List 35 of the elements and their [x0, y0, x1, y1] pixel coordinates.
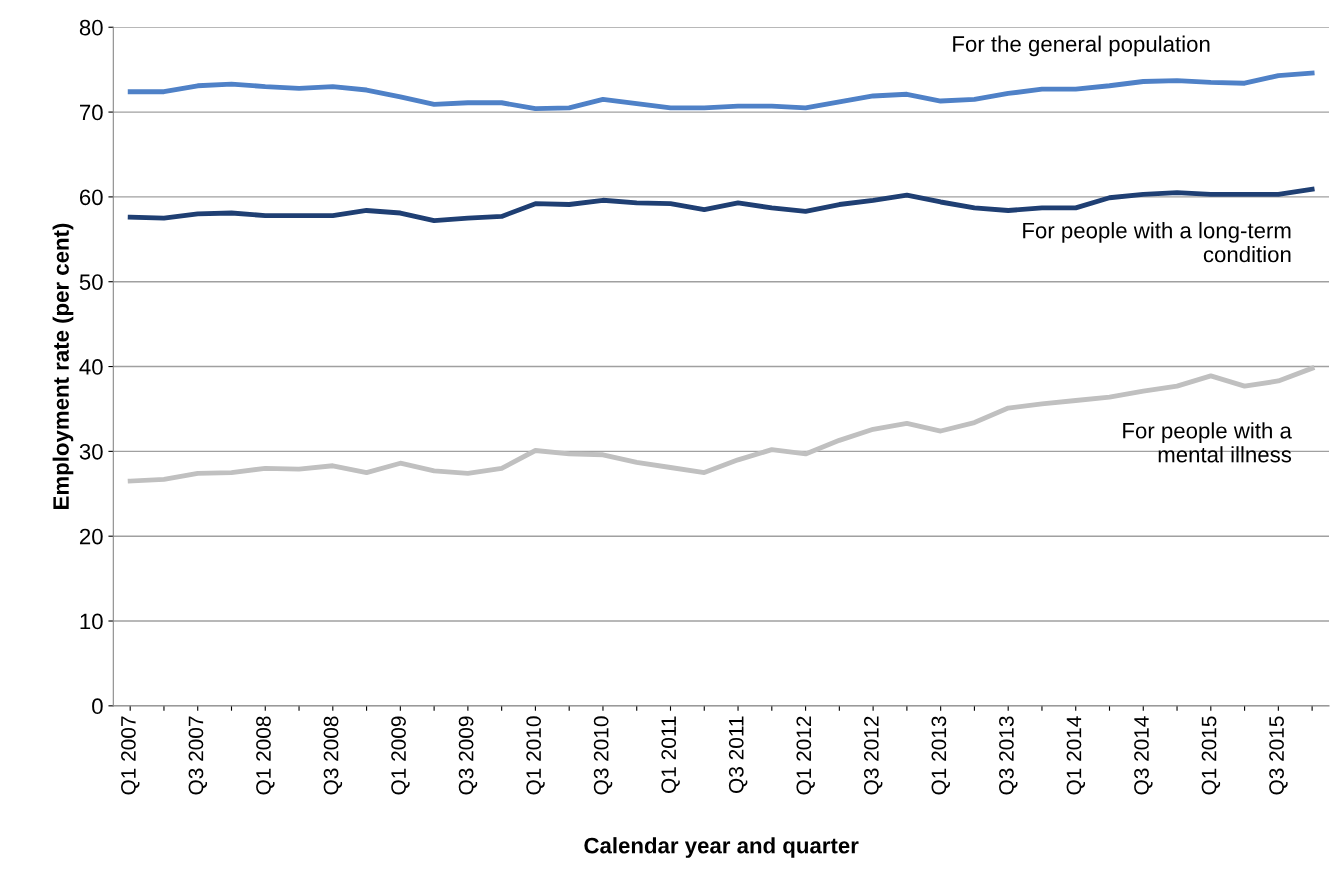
y-axis-title: Employment rate (per cent)	[52, 223, 74, 509]
series-label: For people with a long-term condition	[1023, 222, 1291, 263]
series-label: For the general population	[953, 35, 1210, 57]
y-tick-label: 70	[80, 104, 103, 121]
x-tick-label: Q3 2010	[593, 716, 613, 795]
x-tick-label: Q1 2014	[1066, 716, 1086, 795]
x-tick-label: Q3 2008	[323, 716, 343, 795]
x-tick-label: Q1 2015	[1201, 716, 1221, 795]
y-tick-label: 20	[79, 528, 103, 545]
x-tick-label: Q3 2013	[999, 716, 1018, 795]
y-tick-label: 50	[79, 274, 103, 290]
x-tick-label: Q1 2009	[391, 716, 410, 795]
series-label: For people with a mental illness	[1123, 422, 1292, 463]
y-tick-label: 80	[79, 19, 103, 36]
x-tick-label: Q1 2008	[256, 716, 275, 795]
x-tick-label: Q1 2007	[121, 716, 140, 795]
x-tick-label: Q1 2010	[526, 716, 545, 795]
x-tick-label: Q1 2013	[931, 716, 950, 795]
x-tick-label: Q3 2011	[728, 716, 748, 793]
x-tick-label: Q3 2007	[188, 716, 208, 795]
x-tick-label: Q3 2012	[863, 716, 883, 795]
line-series	[127, 186, 1315, 224]
x-tick-label: Q1 2012	[796, 716, 815, 795]
x-axis-title: Calendar year and quarter	[584, 837, 859, 858]
x-tick-label: Q1 2011	[661, 716, 680, 793]
y-tick-label: 40	[79, 359, 103, 375]
y-tick-label: 30	[79, 443, 103, 460]
y-tick-label: 0	[92, 698, 103, 715]
line-series	[127, 70, 1315, 112]
x-tick-label: Q3 2009	[458, 716, 478, 795]
y-tick-label: 60	[80, 189, 103, 206]
x-tick-label: Q3 2015	[1269, 716, 1288, 795]
line-series	[127, 365, 1315, 484]
y-tick-label: 10	[80, 613, 103, 630]
x-tick-label: Q3 2014	[1134, 716, 1153, 795]
